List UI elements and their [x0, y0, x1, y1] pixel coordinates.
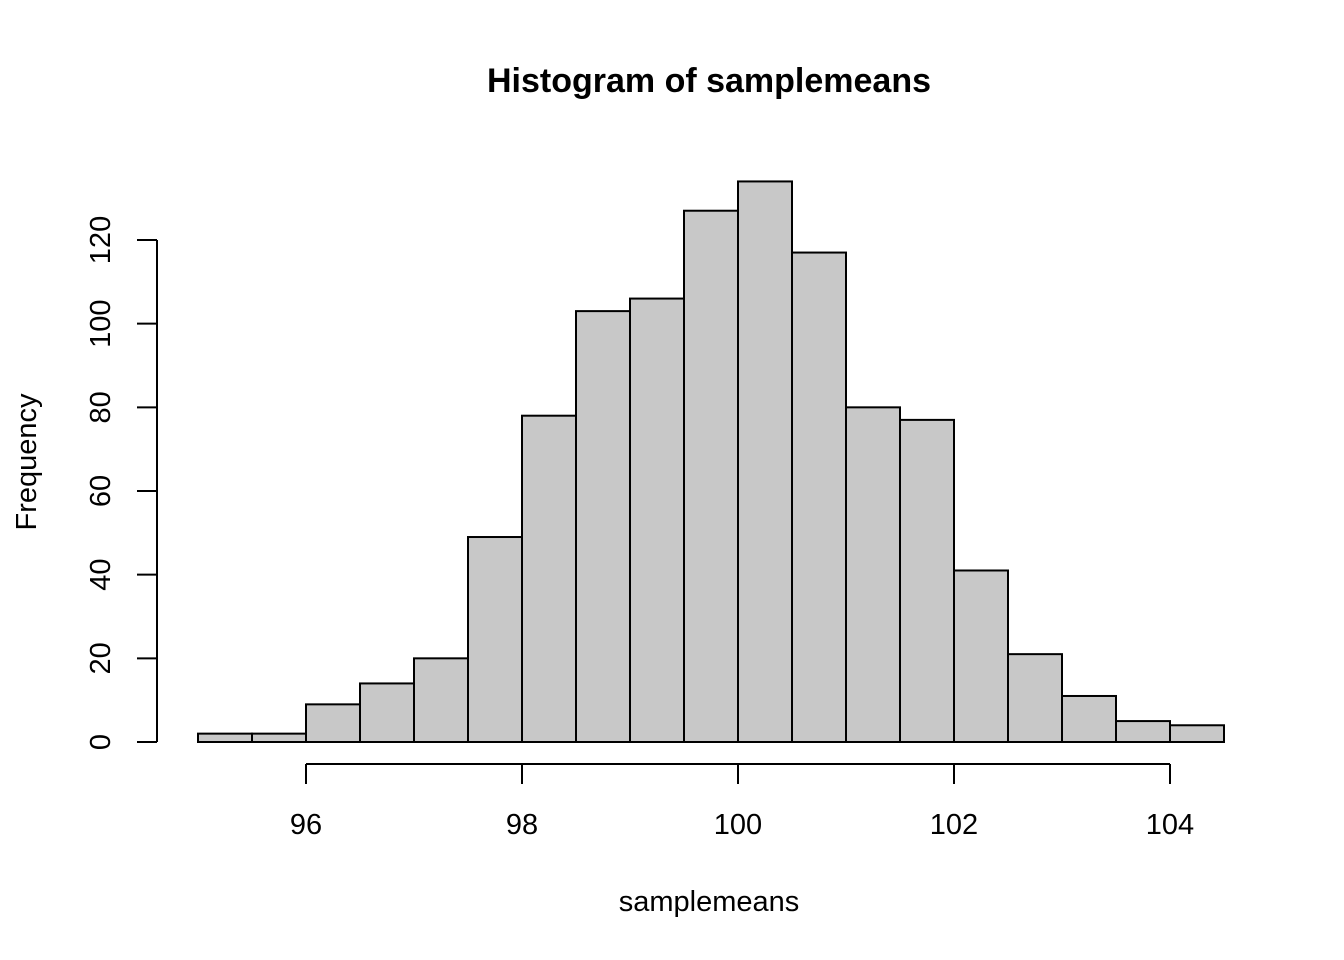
x-tick-label-98: 98: [506, 809, 538, 841]
y-axis-label: Frequency: [11, 393, 43, 531]
histogram-bar-17: [1115, 720, 1171, 743]
histogram-bar-1: [251, 732, 307, 744]
histogram-bar-18: [1169, 724, 1225, 743]
histogram-bar-15: [1007, 653, 1063, 743]
histogram-bar-10: [737, 180, 793, 743]
bars-group: [197, 180, 1225, 744]
histogram-bar-8: [629, 297, 685, 743]
x-tick-label-102: 102: [930, 809, 978, 841]
histogram-bar-3: [359, 682, 415, 743]
y-tick-label-60: 60: [85, 475, 117, 507]
histogram-bar-0: [197, 732, 253, 744]
histogram-bar-12: [845, 406, 901, 743]
y-tick-label-40: 40: [85, 559, 117, 591]
y-tick-label-80: 80: [85, 391, 117, 423]
histogram-bar-9: [683, 209, 739, 744]
histogram-bar-13: [899, 418, 955, 743]
y-tick-label-20: 20: [85, 642, 117, 674]
histogram-bar-7: [575, 310, 631, 743]
histogram-bar-2: [305, 703, 361, 743]
y-tick-label-100: 100: [85, 299, 117, 347]
histogram-bar-4: [413, 657, 469, 743]
chart-title: Histogram of samplemeans: [487, 62, 931, 100]
y-axis: 0 20 40 60 80 100 120: [85, 216, 158, 750]
y-tick-label-120: 120: [85, 216, 117, 264]
x-axis: 96 98 100 102 104: [290, 763, 1194, 841]
x-tick-label-100: 100: [714, 809, 762, 841]
y-tick-label-0: 0: [85, 734, 117, 750]
histogram-bar-16: [1061, 694, 1117, 744]
x-tick-label-96: 96: [290, 809, 322, 841]
x-axis-label: samplemeans: [619, 886, 800, 918]
x-tick-label-104: 104: [1146, 809, 1194, 841]
histogram-bar-5: [467, 536, 523, 744]
histogram-bar-14: [953, 569, 1009, 743]
histogram-bar-11: [791, 251, 847, 743]
histogram-bar-6: [521, 414, 577, 743]
